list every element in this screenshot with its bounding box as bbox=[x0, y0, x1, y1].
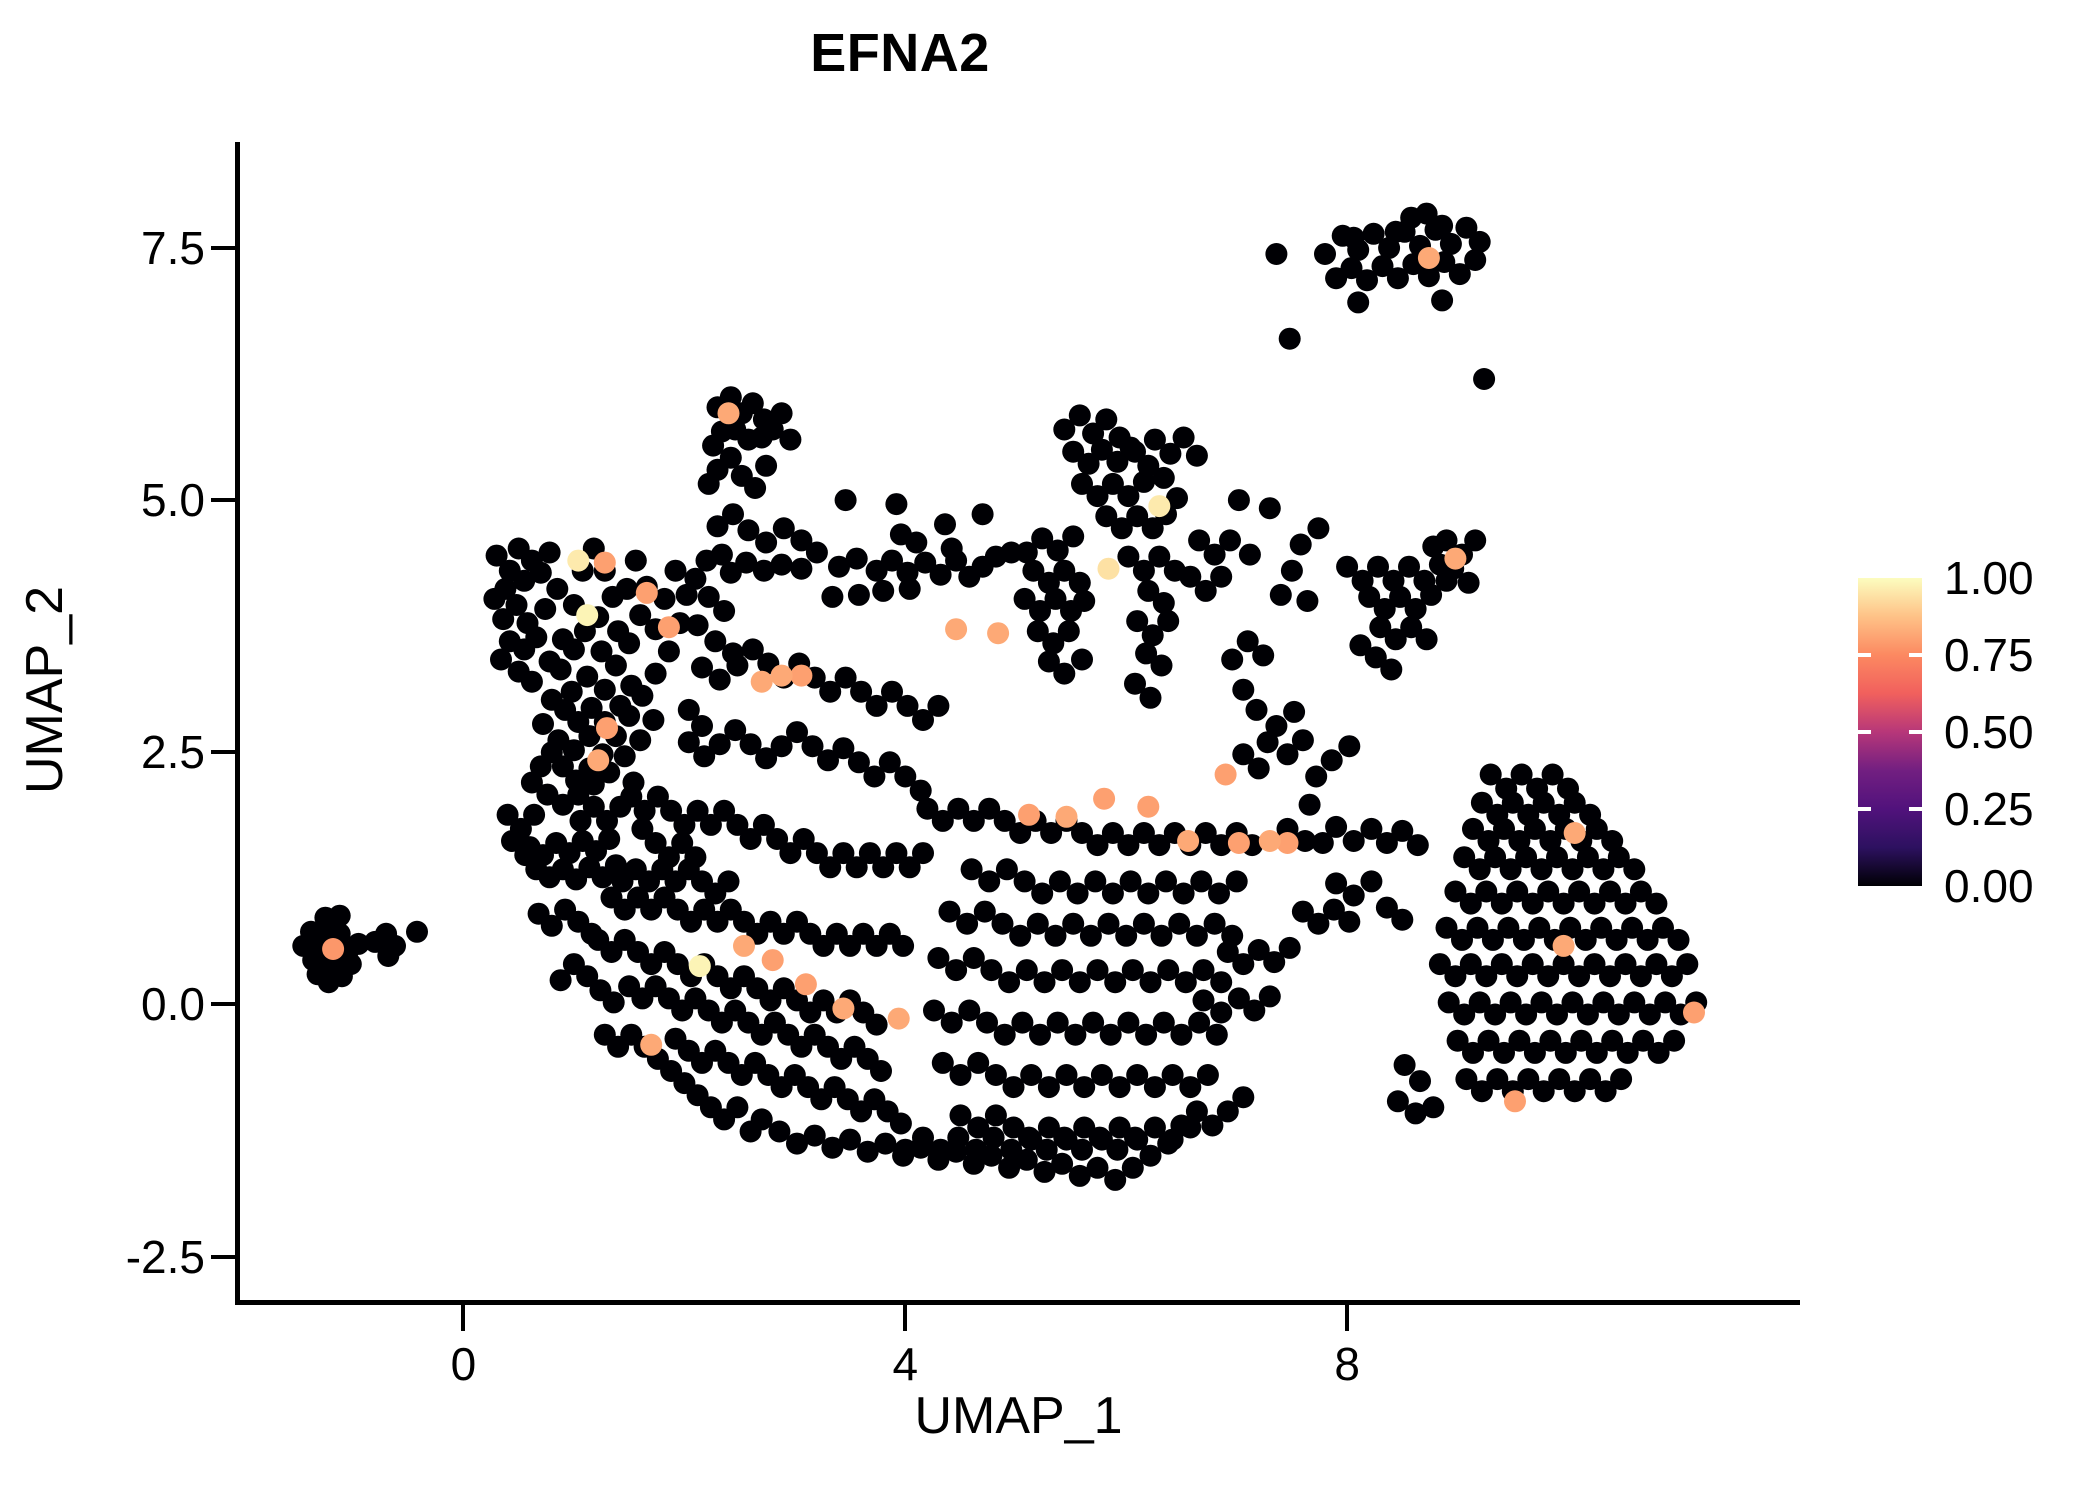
colorbar-tick-mark bbox=[1909, 807, 1922, 811]
colorbar-tick-label: 0.25 bbox=[1944, 783, 2034, 835]
scatter-points-layer bbox=[292, 202, 1708, 1191]
y-tick-mark bbox=[211, 1254, 237, 1259]
colorbar-tick-mark bbox=[1858, 807, 1871, 811]
y-axis-title: UMAP_2 bbox=[16, 585, 74, 795]
colorbar-tick-mark bbox=[1909, 730, 1922, 734]
colorbar-tick-label: 0.00 bbox=[1944, 860, 2034, 912]
x-tick-label: 0 bbox=[450, 1338, 477, 1390]
y-tick-mark bbox=[211, 245, 237, 250]
colorbar-tick-label: 0.75 bbox=[1944, 629, 2034, 681]
colorbar-tick-label: 0.50 bbox=[1944, 706, 2034, 758]
y-tick-mark bbox=[211, 498, 237, 503]
x-tick-mark bbox=[1345, 1305, 1350, 1331]
y-tick-label: 0.0 bbox=[141, 978, 205, 1031]
plot-panel bbox=[237, 142, 1800, 1302]
y-tick-label: 5.0 bbox=[141, 474, 205, 527]
x-tick-label: 8 bbox=[1334, 1338, 1360, 1390]
y-tick-mark bbox=[211, 1002, 237, 1007]
x-tick-label: 4 bbox=[892, 1338, 919, 1390]
colorbar-tick-mark bbox=[1858, 730, 1871, 734]
x-axis-title: UMAP_1 bbox=[914, 1387, 1123, 1445]
x-tick-mark bbox=[903, 1305, 908, 1331]
y-tick-label: 7.5 bbox=[141, 221, 205, 274]
y-tick-mark bbox=[211, 750, 237, 755]
colorbar-tick-mark bbox=[1858, 653, 1871, 657]
colorbar-tick-mark bbox=[1909, 653, 1922, 657]
y-tick-label: 2.5 bbox=[141, 726, 205, 779]
x-tick-mark bbox=[461, 1305, 466, 1331]
page-title: EFNA2 bbox=[810, 23, 990, 83]
x-axis-line bbox=[237, 1300, 1800, 1305]
colorbar-tick-label: 1.00 bbox=[1944, 552, 2034, 604]
y-tick-label: -2.5 bbox=[125, 1230, 205, 1283]
y-axis-line bbox=[235, 142, 240, 1305]
